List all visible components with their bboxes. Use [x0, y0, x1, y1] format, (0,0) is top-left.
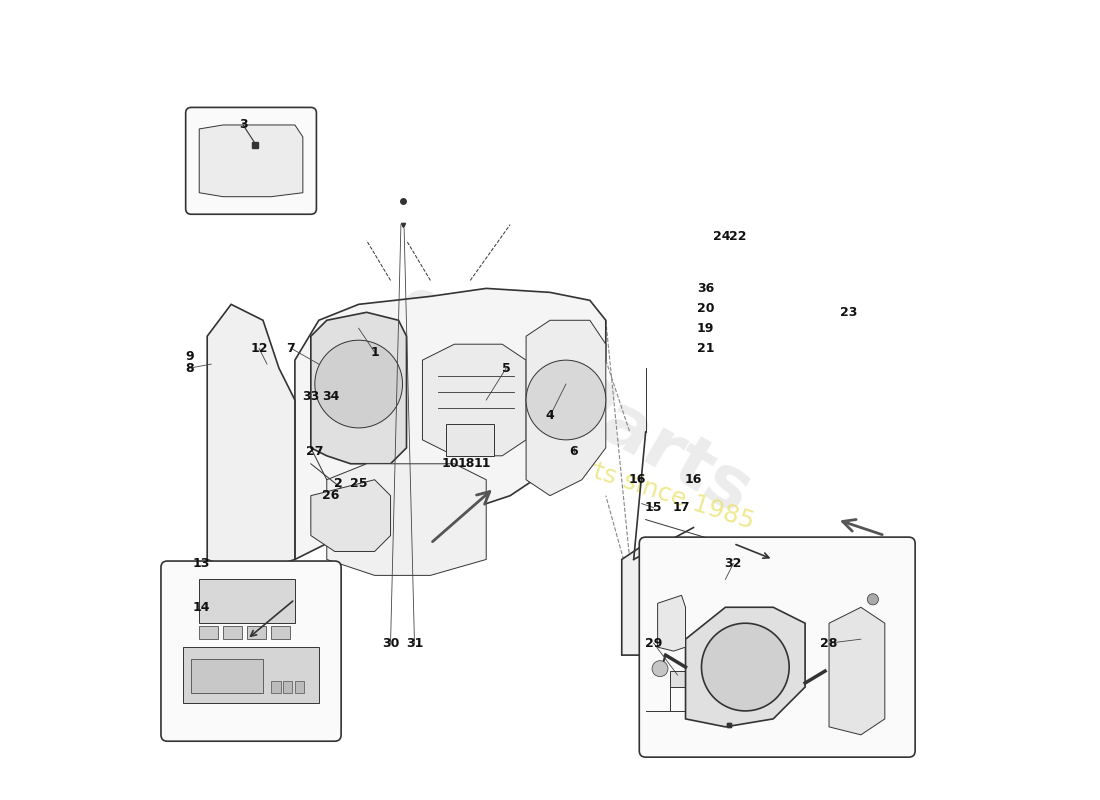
Text: 23: 23 — [840, 306, 858, 319]
Text: 27: 27 — [306, 446, 323, 458]
Text: 29: 29 — [645, 637, 662, 650]
Text: 31: 31 — [406, 637, 424, 650]
Polygon shape — [670, 559, 805, 655]
Text: 18: 18 — [458, 458, 475, 470]
Text: 5: 5 — [502, 362, 510, 374]
Bar — [734, 671, 757, 687]
Text: 33: 33 — [302, 390, 319, 402]
Polygon shape — [621, 543, 869, 679]
Text: 11: 11 — [473, 458, 491, 470]
Bar — [271, 626, 290, 639]
Bar — [271, 682, 281, 693]
Bar — [184, 647, 319, 703]
Text: 15: 15 — [645, 501, 662, 514]
Text: 34: 34 — [322, 390, 340, 402]
Text: 13: 13 — [192, 557, 209, 570]
Bar — [223, 626, 242, 639]
Circle shape — [652, 661, 668, 677]
Text: 21: 21 — [696, 342, 714, 354]
Text: 3: 3 — [239, 118, 248, 131]
Text: 28: 28 — [821, 637, 838, 650]
Circle shape — [702, 623, 789, 711]
Text: 10: 10 — [441, 458, 459, 470]
Text: 6: 6 — [570, 446, 579, 458]
Polygon shape — [422, 344, 526, 456]
Text: 19: 19 — [696, 322, 714, 334]
Text: 14: 14 — [192, 601, 210, 614]
Text: euroParts: euroParts — [384, 270, 763, 530]
Text: 16: 16 — [685, 474, 702, 486]
Text: 1: 1 — [371, 346, 380, 358]
Polygon shape — [526, 320, 606, 496]
Text: 26: 26 — [322, 489, 340, 502]
Bar — [670, 671, 693, 687]
Polygon shape — [327, 464, 486, 575]
Text: 36: 36 — [696, 282, 714, 295]
Polygon shape — [658, 595, 685, 651]
Bar — [248, 626, 266, 639]
Bar — [199, 579, 295, 623]
Circle shape — [867, 682, 879, 693]
Text: 7: 7 — [286, 342, 295, 354]
Bar — [283, 682, 293, 693]
Polygon shape — [199, 125, 302, 197]
Text: 22: 22 — [728, 230, 746, 243]
Polygon shape — [207, 304, 295, 575]
Text: 9: 9 — [185, 350, 194, 362]
Bar — [447, 424, 494, 456]
Bar — [295, 682, 305, 693]
Text: 25: 25 — [350, 478, 367, 490]
Polygon shape — [311, 480, 390, 551]
Text: 24: 24 — [713, 230, 730, 243]
Circle shape — [315, 340, 403, 428]
Circle shape — [526, 360, 606, 440]
Polygon shape — [685, 607, 805, 727]
Text: 4: 4 — [546, 410, 554, 422]
Circle shape — [867, 650, 879, 661]
Text: 16: 16 — [629, 474, 647, 486]
Polygon shape — [295, 288, 606, 559]
Text: 17: 17 — [673, 501, 691, 514]
FancyBboxPatch shape — [639, 537, 915, 757]
Polygon shape — [829, 607, 884, 735]
Circle shape — [867, 618, 879, 629]
Polygon shape — [311, 312, 407, 464]
Text: a passion for parts since 1985: a passion for parts since 1985 — [390, 394, 758, 534]
Bar — [710, 671, 734, 687]
FancyBboxPatch shape — [186, 107, 317, 214]
Bar — [199, 626, 219, 639]
Text: 20: 20 — [696, 302, 714, 315]
Circle shape — [867, 594, 879, 605]
Polygon shape — [852, 575, 893, 719]
Text: 2: 2 — [334, 478, 343, 490]
Text: 30: 30 — [382, 637, 399, 650]
Bar — [191, 659, 263, 693]
Text: 8: 8 — [185, 362, 194, 374]
Text: 32: 32 — [725, 557, 742, 570]
FancyBboxPatch shape — [161, 561, 341, 742]
Text: 12: 12 — [251, 342, 267, 354]
